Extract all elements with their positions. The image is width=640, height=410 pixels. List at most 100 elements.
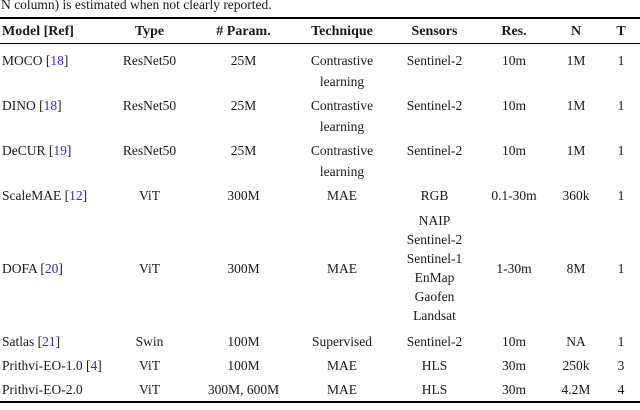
citation-link[interactable]: 18: [50, 53, 64, 68]
cell-sensors: Sentinel-2: [406, 98, 463, 113]
models-table: Model [Ref] Type # Param. Technique Sens…: [0, 17, 640, 403]
cell-res: 10m: [501, 98, 526, 113]
cell-n: 250k: [562, 358, 590, 373]
cell-model: DINO [18]: [0, 93, 105, 138]
cell-sensors: Sentinel-2: [406, 143, 463, 158]
cell-type: ResNet50: [122, 53, 177, 68]
cell-res: 10m: [501, 334, 526, 349]
table-header: Model [Ref] Type # Param. Technique Sens…: [0, 18, 640, 44]
table-caption: N column) is estimated when not clearly …: [1, 0, 272, 12]
cell-n: 1M: [566, 143, 586, 158]
table-row-dofa: DOFA [20] ViT 300M MAE NAIP Sentinel-2 S…: [0, 207, 640, 329]
cell-technique: Contrastive learning: [310, 98, 374, 134]
header-row: Model [Ref] Type # Param. Technique Sens…: [0, 18, 640, 44]
column-header-sensors: Sensors: [391, 18, 478, 44]
cell-params: 100M: [227, 334, 260, 349]
cell-technique: Supervised: [312, 334, 372, 349]
cell-n: 4.2M: [561, 382, 591, 397]
table-body: MOCO [18] ResNet50 25M Contrastive learn…: [0, 44, 640, 403]
cell-sensors: HLS: [421, 382, 448, 397]
cell-type: ViT: [139, 382, 160, 397]
citation-bracket-close: ]: [63, 53, 69, 68]
cell-type: ResNet50: [122, 143, 177, 158]
cell-params: 25M: [230, 98, 257, 113]
table-row-dino: DINO [18] ResNet50 25M Contrastive learn…: [0, 93, 640, 138]
cell-sensors: HLS: [421, 358, 448, 373]
citation-link[interactable]: 4: [90, 358, 98, 373]
citation-link[interactable]: 20: [44, 260, 59, 276]
cell-technique: MAE: [327, 188, 357, 203]
cell-t: 1: [617, 334, 625, 349]
column-header-t: T: [602, 18, 640, 44]
cell-technique: MAE: [327, 382, 357, 397]
model-name: Satlas: [2, 334, 35, 349]
model-name: Prithvi-EO-2.0: [2, 382, 83, 397]
cell-res: 0.1-30m: [491, 188, 537, 203]
citation-bracket-open: [: [86, 358, 91, 373]
cell-t: 1: [617, 143, 625, 158]
model-name: DINO: [2, 98, 36, 113]
column-header-type: Type: [105, 18, 194, 44]
cell-type: ViT: [139, 188, 160, 203]
cell-type: ViT: [139, 358, 160, 373]
cell-model: Prithvi-EO-2.0: [0, 377, 105, 402]
cell-model: Prithvi-EO-1.0 [4]: [0, 353, 105, 377]
cell-params: 300M, 600M: [207, 382, 280, 397]
citation-link[interactable]: 21: [42, 334, 56, 349]
column-header-model: Model [Ref]: [0, 18, 105, 44]
cell-technique: Contrastive learning: [310, 143, 374, 179]
cell-res: 10m: [501, 53, 526, 68]
column-header-res: Res.: [478, 18, 550, 44]
citation-link[interactable]: 18: [43, 98, 58, 113]
cell-model: DOFA [20]: [0, 207, 105, 329]
table-row-scalemae: ScaleMAE [12] ViT 300M MAE RGB 0.1-30m 3…: [0, 183, 640, 207]
citation-bracket-open: [: [39, 98, 44, 113]
citation-bracket-open: [: [64, 188, 70, 203]
citation-bracket-close: ]: [66, 143, 72, 158]
cell-n: 8M: [566, 260, 586, 276]
cell-n: 1M: [566, 53, 586, 68]
model-name: MOCO: [2, 53, 43, 68]
citation-bracket-open: [: [40, 260, 45, 276]
cell-model: Satlas [21]: [0, 329, 105, 353]
citation-bracket-close: ]: [58, 260, 63, 276]
cell-t: 1: [617, 188, 625, 203]
cell-t: 1: [617, 98, 625, 113]
cell-technique: MAE: [327, 260, 357, 276]
table-row-prithvi-eo-2: Prithvi-EO-2.0 ViT 300M, 600M MAE HLS 30…: [0, 377, 640, 402]
cell-params: 300M: [227, 188, 260, 203]
citation-bracket-close: ]: [97, 358, 102, 373]
model-name: DeCUR: [2, 143, 46, 158]
citation-link[interactable]: 19: [53, 143, 67, 158]
model-name: Prithvi-EO-1.0: [2, 358, 83, 373]
column-header-technique: Technique: [293, 18, 391, 44]
cell-n: NA: [566, 334, 586, 349]
cell-res: 30m: [501, 358, 526, 373]
cell-n: 360k: [562, 188, 590, 203]
cell-technique: Contrastive learning: [310, 53, 374, 89]
table-row-moco: MOCO [18] ResNet50 25M Contrastive learn…: [0, 44, 640, 94]
table-row-satlas: Satlas [21] Swin 100M Supervised Sentine…: [0, 329, 640, 353]
table-row-decur: DeCUR [19] ResNet50 25M Contrastive lear…: [0, 138, 640, 183]
cell-t: 3: [617, 358, 625, 373]
cell-sensors: Sentinel-2: [406, 334, 463, 349]
cell-t: 1: [617, 53, 625, 68]
citation-bracket-open: [: [48, 143, 54, 158]
cell-model: MOCO [18]: [0, 44, 105, 94]
table-row-prithvi-eo-1: Prithvi-EO-1.0 [4] ViT 100M MAE HLS 30m …: [0, 353, 640, 377]
cell-params: 100M: [227, 358, 260, 373]
citation-bracket-close: ]: [82, 188, 88, 203]
citation-bracket-close: ]: [57, 98, 62, 113]
column-header-n: N: [550, 18, 602, 44]
cell-t: 4: [617, 382, 625, 397]
citation-bracket-open: [: [37, 334, 43, 349]
cell-sensors: Sentinel-2: [406, 53, 463, 68]
column-header-params: # Param.: [194, 18, 293, 44]
cell-res: 30m: [501, 382, 526, 397]
cell-n: 1M: [566, 98, 586, 113]
model-name: ScaleMAE: [2, 188, 62, 203]
cell-type: ViT: [139, 260, 160, 276]
citation-link[interactable]: 12: [69, 188, 83, 203]
cell-technique: MAE: [327, 358, 357, 373]
